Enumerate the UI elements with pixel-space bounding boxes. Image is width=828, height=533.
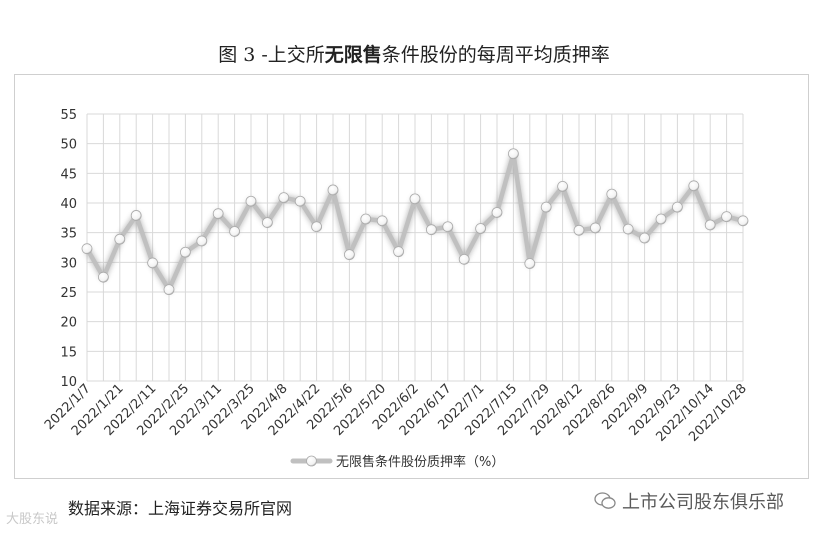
watermark-right: 上市公司股东俱乐部 <box>594 488 784 514</box>
chart-title: 图 3 -上交所无限售条件股份的每周平均质押率 <box>0 40 828 67</box>
data-point <box>491 207 503 218</box>
data-point <box>425 224 437 236</box>
data-point <box>179 246 191 258</box>
data-point <box>130 210 142 221</box>
data-source: 数据来源：上海证券交易所官网 <box>68 499 293 518</box>
data-point <box>458 253 470 265</box>
y-axis: 10 15 20 25 30 35 40 45 50 55 <box>60 108 77 390</box>
data-point <box>163 284 175 296</box>
series-line <box>81 148 749 296</box>
data-point <box>639 232 650 244</box>
legend: 无限售条件股份质押率（%） <box>290 454 504 470</box>
y-tick-label: 30 <box>60 256 77 271</box>
data-point <box>508 148 519 160</box>
data-point <box>704 219 716 231</box>
data-point <box>524 258 536 269</box>
data-point <box>98 271 109 283</box>
wechat-icon <box>594 492 616 509</box>
data-point <box>393 246 405 258</box>
data-point <box>376 215 388 227</box>
data-point <box>475 223 487 234</box>
y-tick-label: 40 <box>60 197 77 212</box>
data-point <box>81 243 93 255</box>
data-point <box>278 192 290 204</box>
data-point <box>655 213 667 225</box>
title-prefix: 图 3 -上交所 <box>218 44 325 66</box>
title-suffix: 条件股份的每周平均质押率 <box>381 44 610 66</box>
data-point <box>229 226 241 237</box>
legend-label: 无限售条件股份质押率（%） <box>336 454 504 470</box>
data-point <box>557 180 568 192</box>
data-point <box>442 221 454 233</box>
data-point <box>573 224 585 236</box>
chart-frame <box>14 74 809 479</box>
data-point <box>245 195 257 207</box>
data-point <box>409 193 421 205</box>
watermark-right-text: 上市公司股东俱乐部 <box>622 492 784 513</box>
data-point <box>622 223 634 235</box>
data-point <box>261 217 273 228</box>
y-tick-label: 55 <box>60 108 77 123</box>
data-point <box>147 257 159 269</box>
x-axis: 2022/1/72022/1/212022/2/112022/2/252022/… <box>42 381 750 445</box>
data-point <box>688 180 700 192</box>
data-point <box>294 195 306 207</box>
y-tick-label: 25 <box>60 286 77 301</box>
data-point <box>114 233 126 245</box>
data-point <box>590 222 601 234</box>
y-tick-label: 15 <box>60 345 77 360</box>
watermark-left: 大股东说 <box>6 512 59 527</box>
y-tick-label: 20 <box>60 316 77 331</box>
data-point <box>606 188 618 200</box>
data-point <box>721 211 732 223</box>
data-point <box>196 235 208 247</box>
y-tick-label: 35 <box>60 227 77 242</box>
data-point <box>311 221 323 233</box>
data-point <box>540 201 552 213</box>
data-point <box>672 201 683 213</box>
y-tick-label: 50 <box>60 138 77 153</box>
title-highlight: 无限售 <box>324 44 382 66</box>
data-point <box>737 215 749 227</box>
y-tick-label: 45 <box>60 167 77 182</box>
y-tick-label: 10 <box>60 375 77 390</box>
legend-marker <box>306 455 317 467</box>
data-point <box>327 184 339 196</box>
data-point <box>360 213 372 225</box>
data-point <box>212 208 224 220</box>
data-point <box>343 249 355 261</box>
